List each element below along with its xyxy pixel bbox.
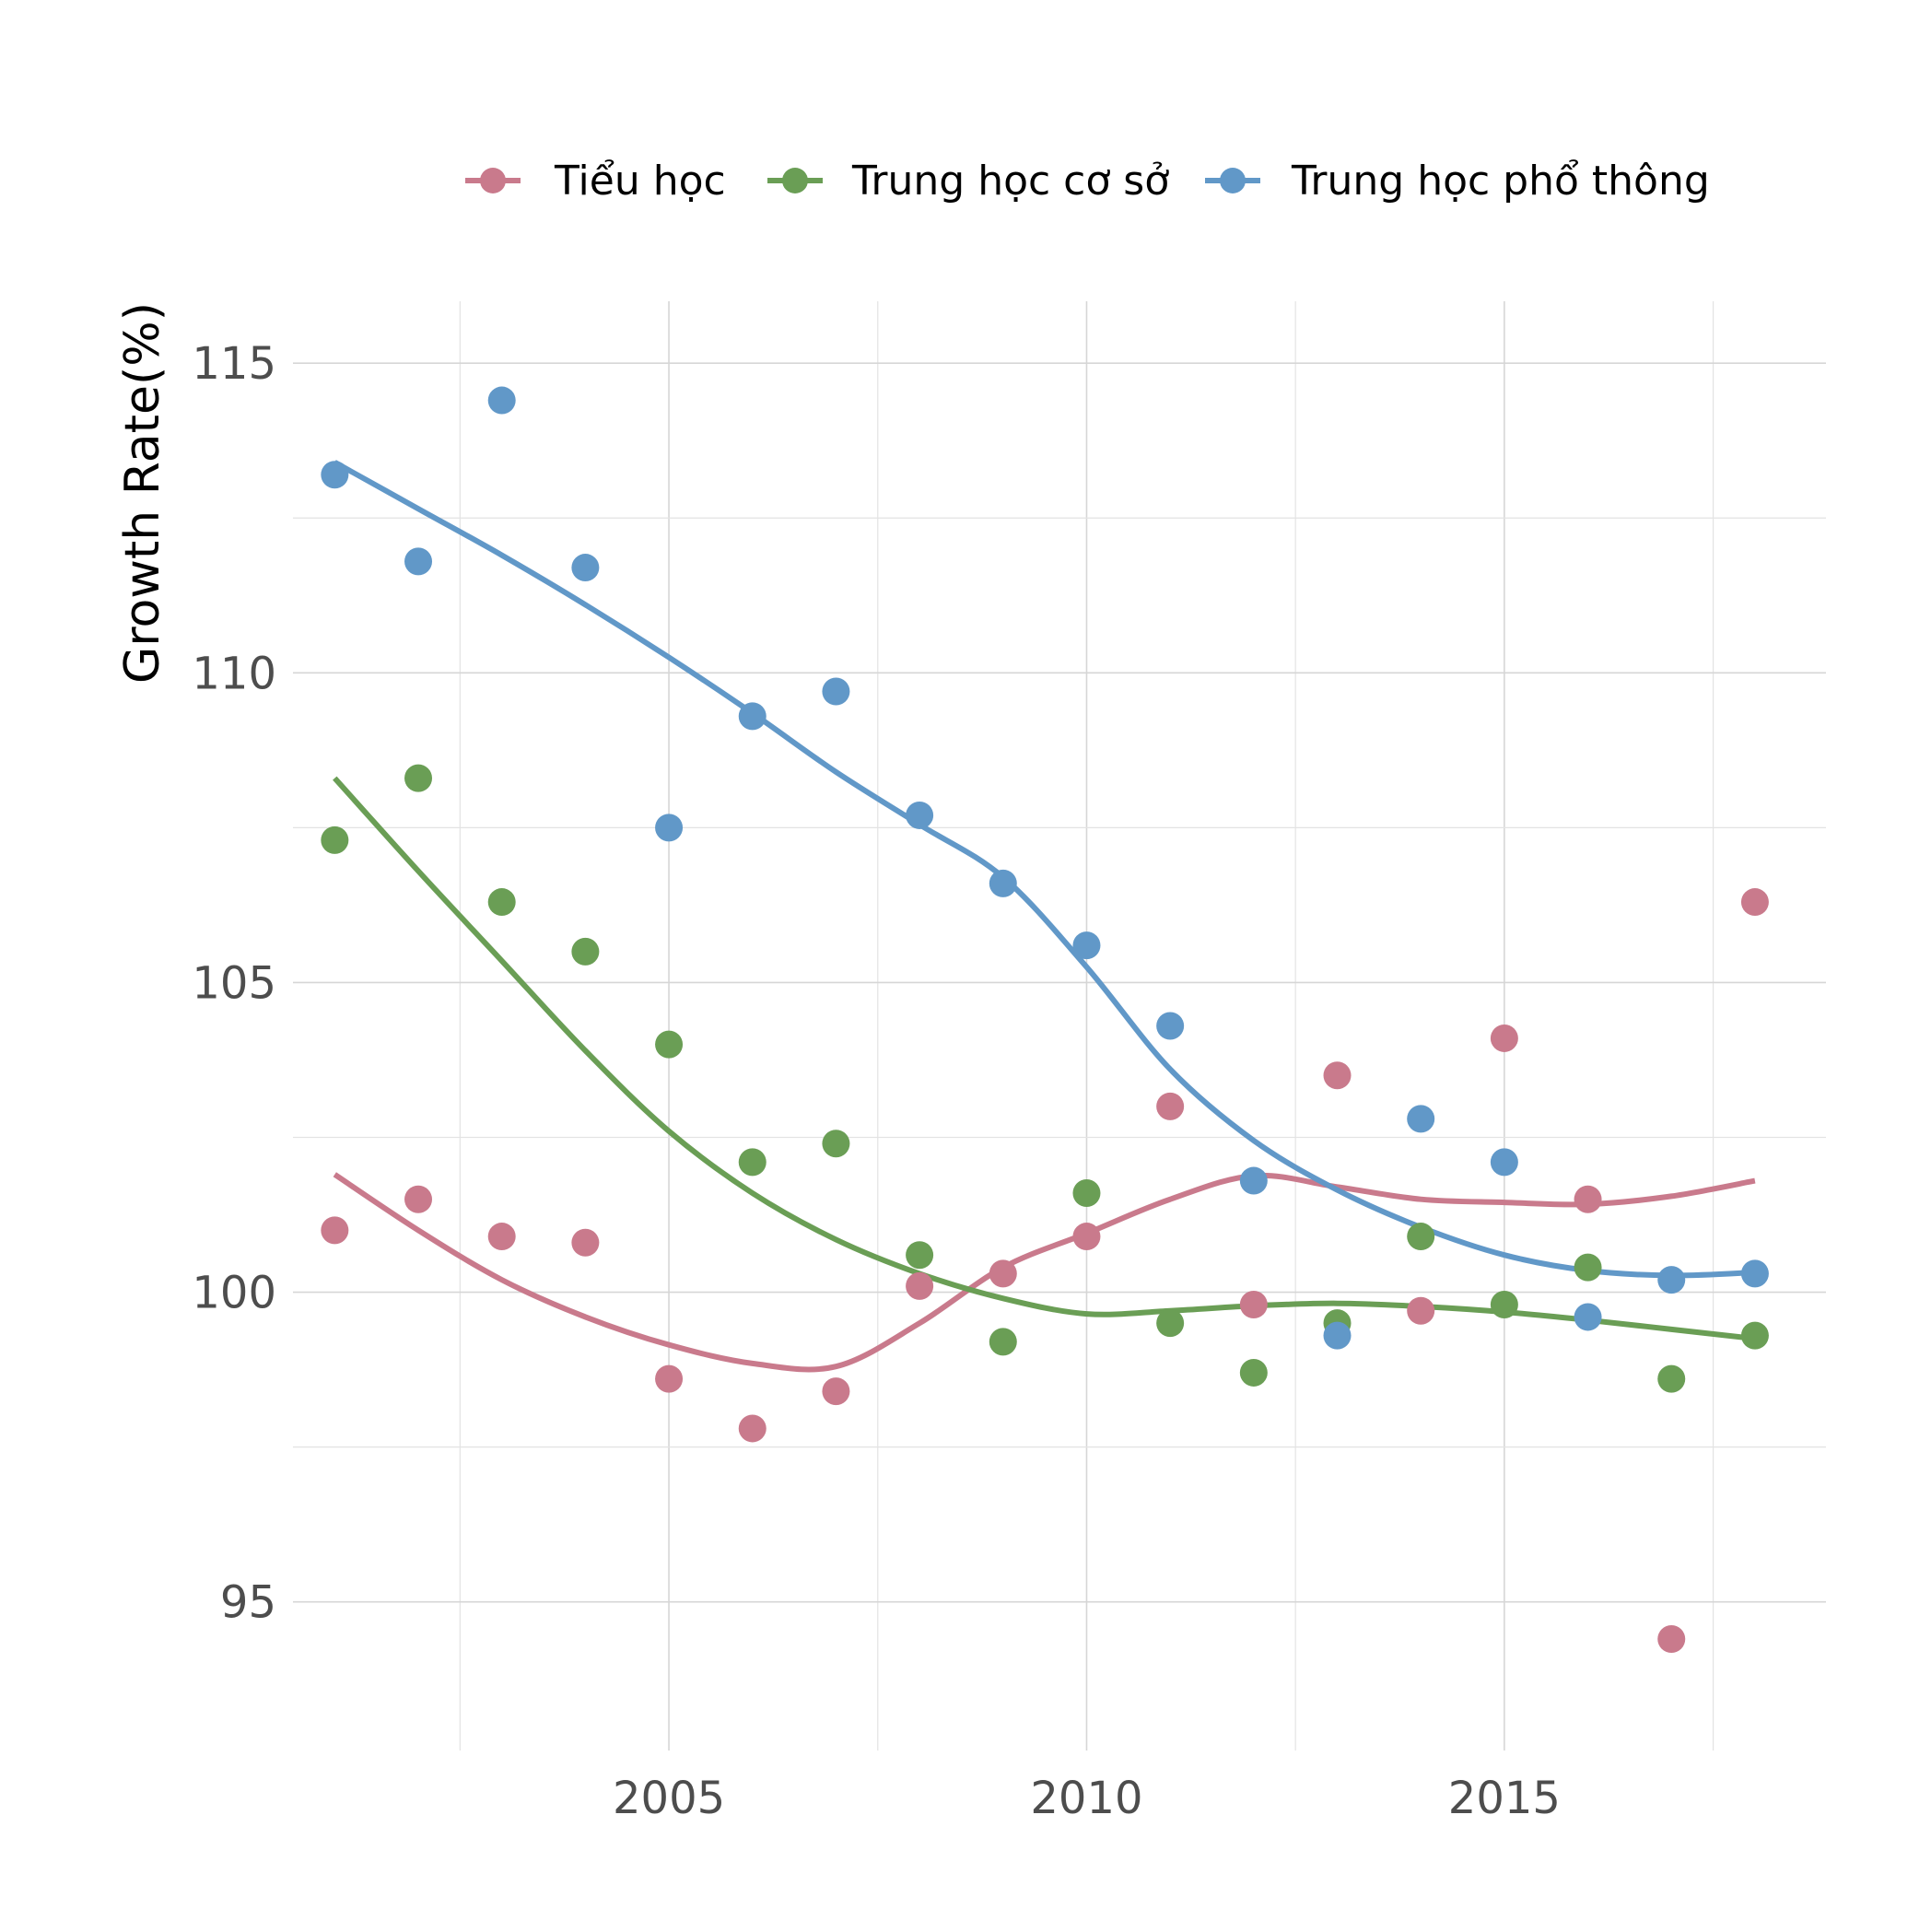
data-point-series-3 bbox=[655, 814, 684, 842]
data-point-series-1 bbox=[1740, 888, 1769, 917]
data-point-series-3 bbox=[822, 677, 850, 706]
data-point-series-1 bbox=[1490, 1024, 1518, 1052]
data-point-series-1 bbox=[321, 1216, 349, 1245]
data-point-series-2 bbox=[404, 764, 433, 792]
data-point-series-1 bbox=[738, 1414, 767, 1443]
data-point-series-1 bbox=[1574, 1185, 1602, 1213]
data-point-series-3 bbox=[1323, 1321, 1352, 1350]
data-point-series-2 bbox=[1740, 1321, 1769, 1350]
data-point-series-2 bbox=[906, 1241, 934, 1270]
legend-label: Trung học cơ sở bbox=[851, 158, 1169, 205]
data-point-series-2 bbox=[1156, 1309, 1185, 1338]
legend-key-point bbox=[782, 168, 808, 193]
data-point-series-1 bbox=[571, 1228, 600, 1257]
data-point-series-3 bbox=[906, 801, 934, 829]
data-point-series-1 bbox=[487, 1223, 516, 1251]
data-point-series-3 bbox=[989, 869, 1017, 897]
data-point-series-3 bbox=[404, 547, 433, 576]
data-point-series-3 bbox=[1490, 1148, 1518, 1177]
grid bbox=[293, 301, 1826, 1751]
data-point-series-1 bbox=[1657, 1625, 1686, 1653]
data-point-series-2 bbox=[487, 888, 516, 917]
data-points bbox=[321, 386, 1769, 1653]
data-point-series-2 bbox=[321, 825, 349, 854]
data-point-series-2 bbox=[1072, 1179, 1101, 1207]
legend-key-point bbox=[1220, 168, 1246, 193]
data-point-series-1 bbox=[1239, 1291, 1268, 1318]
data-point-series-2 bbox=[1239, 1358, 1268, 1387]
legend-label: Trung học phổ thông bbox=[1291, 158, 1710, 205]
data-point-series-3 bbox=[1740, 1259, 1769, 1288]
data-point-series-2 bbox=[738, 1148, 767, 1177]
legend-label: Tiểu học bbox=[554, 158, 726, 205]
data-point-series-1 bbox=[1072, 1223, 1101, 1251]
y-axis-title: Growth Rate(%) bbox=[115, 302, 170, 684]
data-point-series-2 bbox=[571, 937, 600, 966]
data-point-series-3 bbox=[321, 461, 349, 489]
data-point-series-3 bbox=[1156, 1012, 1185, 1040]
data-point-series-3 bbox=[487, 386, 516, 415]
data-point-series-3 bbox=[1072, 931, 1101, 960]
y-tick-label: 115 bbox=[192, 338, 276, 390]
data-point-series-3 bbox=[738, 702, 767, 731]
data-point-series-2 bbox=[822, 1130, 850, 1158]
data-point-series-2 bbox=[655, 1030, 684, 1059]
data-point-series-2 bbox=[1574, 1253, 1602, 1282]
smooth-line-series-2 bbox=[333, 776, 1756, 1341]
data-point-series-1 bbox=[906, 1271, 934, 1300]
data-point-series-1 bbox=[989, 1259, 1017, 1288]
data-point-series-1 bbox=[404, 1185, 433, 1213]
data-point-series-3 bbox=[1657, 1266, 1686, 1294]
x-axis-tick-labels: 2005 2010 2015 bbox=[613, 1773, 1561, 1824]
y-axis-tick-labels: 95 100 105 110 115 bbox=[192, 338, 276, 1628]
data-point-series-3 bbox=[571, 554, 600, 582]
data-point-series-2 bbox=[1490, 1291, 1518, 1318]
smooth-lines bbox=[333, 460, 1756, 1373]
data-point-series-2 bbox=[1407, 1223, 1435, 1251]
smooth-line-series-3 bbox=[333, 460, 1756, 1279]
data-point-series-1 bbox=[1156, 1092, 1185, 1120]
data-point-series-1 bbox=[822, 1377, 850, 1406]
y-tick-label: 105 bbox=[192, 957, 276, 1009]
data-point-series-3 bbox=[1239, 1166, 1268, 1195]
legend-key-point bbox=[480, 168, 506, 193]
data-point-series-2 bbox=[1657, 1364, 1686, 1393]
x-tick-label: 2010 bbox=[1030, 1773, 1142, 1824]
y-tick-label: 95 bbox=[220, 1577, 276, 1629]
data-point-series-2 bbox=[989, 1328, 1017, 1356]
y-tick-label: 110 bbox=[192, 648, 276, 699]
x-tick-label: 2015 bbox=[1448, 1773, 1561, 1824]
y-tick-label: 100 bbox=[192, 1268, 276, 1319]
x-tick-label: 2005 bbox=[613, 1773, 725, 1824]
data-point-series-1 bbox=[1407, 1296, 1435, 1325]
data-point-series-1 bbox=[655, 1364, 684, 1393]
data-point-series-3 bbox=[1574, 1303, 1602, 1331]
data-point-series-3 bbox=[1407, 1105, 1435, 1133]
legend: Tiểu học Trung học cơ sở Trung học phổ thô… bbox=[465, 158, 1710, 205]
data-point-series-1 bbox=[1323, 1061, 1352, 1090]
smooth-line-series-1 bbox=[333, 1172, 1756, 1373]
